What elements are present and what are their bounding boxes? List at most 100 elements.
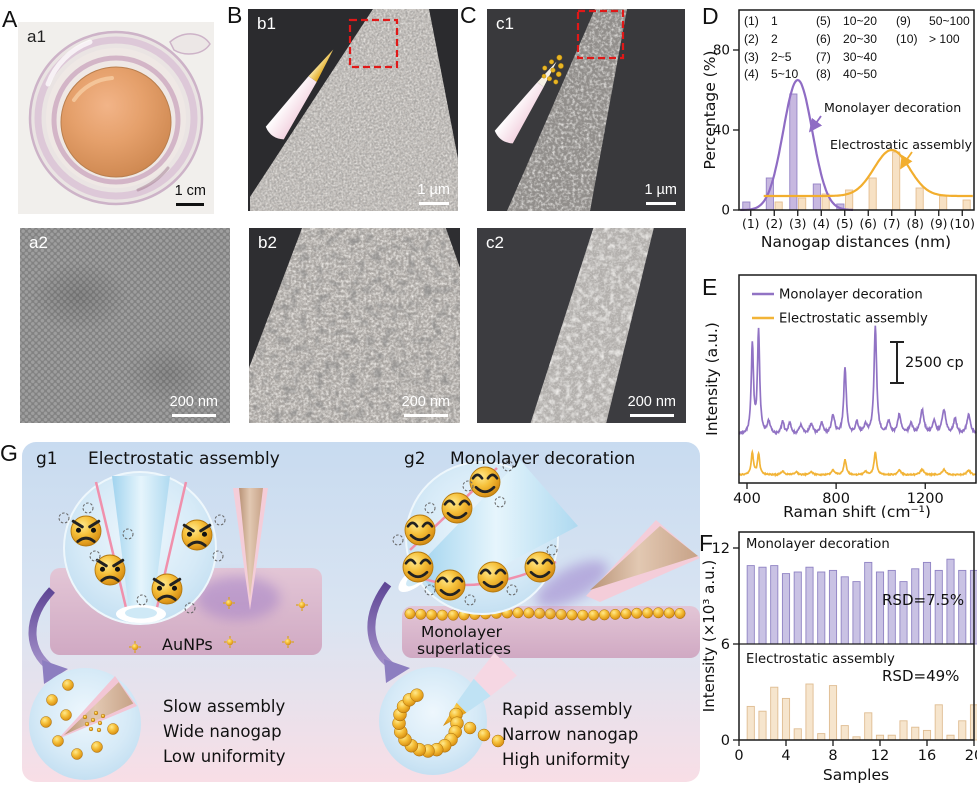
histogram-bar — [868, 177, 877, 211]
legend-item: (6) 20~30 — [816, 31, 877, 46]
gold-nanoparticle-icon — [410, 688, 424, 702]
ion-scribble-icon — [464, 594, 476, 606]
tip-in-result — [64, 682, 134, 735]
intensity-bar — [805, 566, 814, 645]
fit-curve — [740, 78, 853, 211]
x-tick-label: (10) — [950, 217, 975, 231]
axes-frame — [738, 531, 975, 741]
gold-nanoparticle-icon — [426, 609, 438, 621]
y-tick-label: 40 — [713, 123, 730, 139]
gold-nanoparticle-icon — [90, 717, 96, 723]
gold-nanoparticle-icon — [609, 608, 621, 620]
intensity-bar — [805, 683, 814, 741]
x-axis-label: Raman shift (cm⁻¹) — [783, 503, 931, 518]
nanogap-histogram: 0 40 80 (1) (2) (3) (4) (5) (6) (7) (8) (9) (10) Nano… — [701, 9, 975, 251]
intensity-bar — [911, 726, 920, 741]
g1-bullet-3: Low uniformity — [163, 747, 286, 766]
intensity-bar — [828, 685, 838, 741]
ion-scribble-icon — [136, 594, 148, 606]
x-tick-label: 8 — [828, 748, 837, 764]
legend-column: (9) 50~100 (10) > 100 — [896, 13, 975, 84]
monolayer-superlattice-row — [404, 607, 686, 621]
happy-nanoparticle-icon — [441, 492, 473, 524]
gold-nanoparticle-icon — [463, 721, 477, 735]
gold-nanoparticle-icon — [663, 607, 675, 619]
legend-item: (1) 1 — [744, 14, 778, 28]
histogram-bar — [774, 201, 783, 211]
tip-interior — [414, 460, 578, 598]
x-tick-label: 1200 — [907, 491, 944, 507]
intensity-bar — [758, 566, 767, 645]
gold-nanoparticle-icon — [52, 735, 64, 747]
ion-scribble-icon — [424, 584, 436, 596]
gold-nanoparticle-icon — [415, 608, 427, 620]
reproducibility-chart: 0 6 12 0 4 8 12 16 20 Samples Intensity (×10³ a.u.… — [700, 531, 977, 784]
legend-item: (8) 40~50 — [816, 67, 877, 82]
gold-nanoparticle-icon — [512, 607, 524, 619]
schematic-comparison: AuNPs Slow assembly Wide nanogap Low uni… — [22, 442, 700, 782]
happy-nanoparticle-icon — [434, 569, 466, 601]
pipette-tip — [239, 488, 263, 598]
happy-nanoparticle-icon — [404, 514, 436, 546]
gold-nanoparticle-icon — [91, 741, 103, 753]
dispersed-aunps — [129, 597, 308, 653]
ion-scribble-icon — [214, 514, 226, 526]
sub-label-g2: g2 — [404, 449, 426, 469]
x-axis-label: Samples — [823, 766, 889, 784]
gold-nanoparticles-spray-icon — [541, 54, 564, 85]
sem-monolayer-superlattice: a2 200 nm — [20, 228, 230, 423]
gold-nanoparticle-icon — [577, 609, 589, 621]
histogram-bar — [789, 93, 798, 211]
series-annotation: Monolayer decoration — [824, 100, 961, 115]
glowing-aunp-icon — [129, 641, 141, 653]
intensity-bar — [781, 697, 791, 741]
intensity-bar — [817, 733, 826, 741]
ion-scribble-icon — [122, 528, 134, 540]
panel-label-b: B — [227, 2, 243, 28]
x-tick-label: 16 — [918, 748, 936, 764]
gold-nanoparticle-icon — [40, 716, 52, 728]
y-tick-label: 12 — [712, 541, 730, 557]
g2-bullet-3: High uniformity — [502, 750, 630, 769]
y-axis-label: Percentage (%) — [701, 51, 719, 170]
sub-label-b2: b2 — [258, 233, 277, 252]
nanogap-size-legend: (1) 1 (2) 2 (3) 2~5 (4) 5~10 (5) 10~20 (6) 20~30 (7)… — [744, 13, 975, 84]
intensity-bar — [958, 720, 967, 741]
ion-scribble-icon — [502, 460, 514, 472]
ion-scribble-icon — [494, 496, 506, 508]
rsd-annotation: RSD=7.5% — [882, 591, 964, 609]
ion-scribble-icon — [212, 550, 224, 562]
sub-label-c2: c2 — [486, 233, 504, 252]
gold-nanoparticle-icon — [477, 728, 491, 742]
intensity-bar — [770, 686, 779, 741]
subpanel-title: Monolayer decoration — [746, 537, 890, 552]
x-tick-label: (2) — [766, 217, 783, 231]
gold-nanoparticle-icon — [436, 609, 448, 621]
gold-nanoparticle-icon — [107, 723, 119, 735]
gold-nanoparticle-icon — [642, 607, 654, 619]
gold-nanoparticle-icon — [620, 608, 632, 620]
x-tick-label: 800 — [822, 491, 850, 507]
histogram-bar — [892, 151, 901, 211]
gold-nanoparticle-icon — [88, 726, 94, 732]
ion-scribble-icon — [82, 502, 94, 514]
intensity-bar — [746, 565, 755, 645]
scale-bar-a2: 200 nm — [170, 394, 218, 417]
g1-bullet-1: Slow assembly — [163, 697, 285, 716]
y-tick-label: 80 — [713, 43, 730, 59]
x-tick-label: (1) — [742, 217, 759, 231]
sem-tip-electrostatic-highmag: c2 200 nm — [477, 228, 686, 423]
citrate-ions — [58, 502, 226, 614]
subpanel-title: Electrostatic assembly — [746, 652, 895, 667]
panel-label-g: G — [0, 440, 18, 466]
gold-nanoparticle-icon — [60, 709, 72, 721]
x-tick-label: (7) — [883, 217, 900, 231]
glowing-aunp-icon — [296, 599, 308, 611]
intensity-bar — [770, 565, 779, 645]
intensity-bar — [934, 704, 943, 741]
g1-title: Electrostatic assembly — [88, 449, 280, 469]
panel-label-f: F — [699, 530, 714, 556]
axes-frame — [738, 9, 975, 211]
raman-trace — [738, 325, 977, 436]
intensity-bar — [922, 729, 932, 741]
